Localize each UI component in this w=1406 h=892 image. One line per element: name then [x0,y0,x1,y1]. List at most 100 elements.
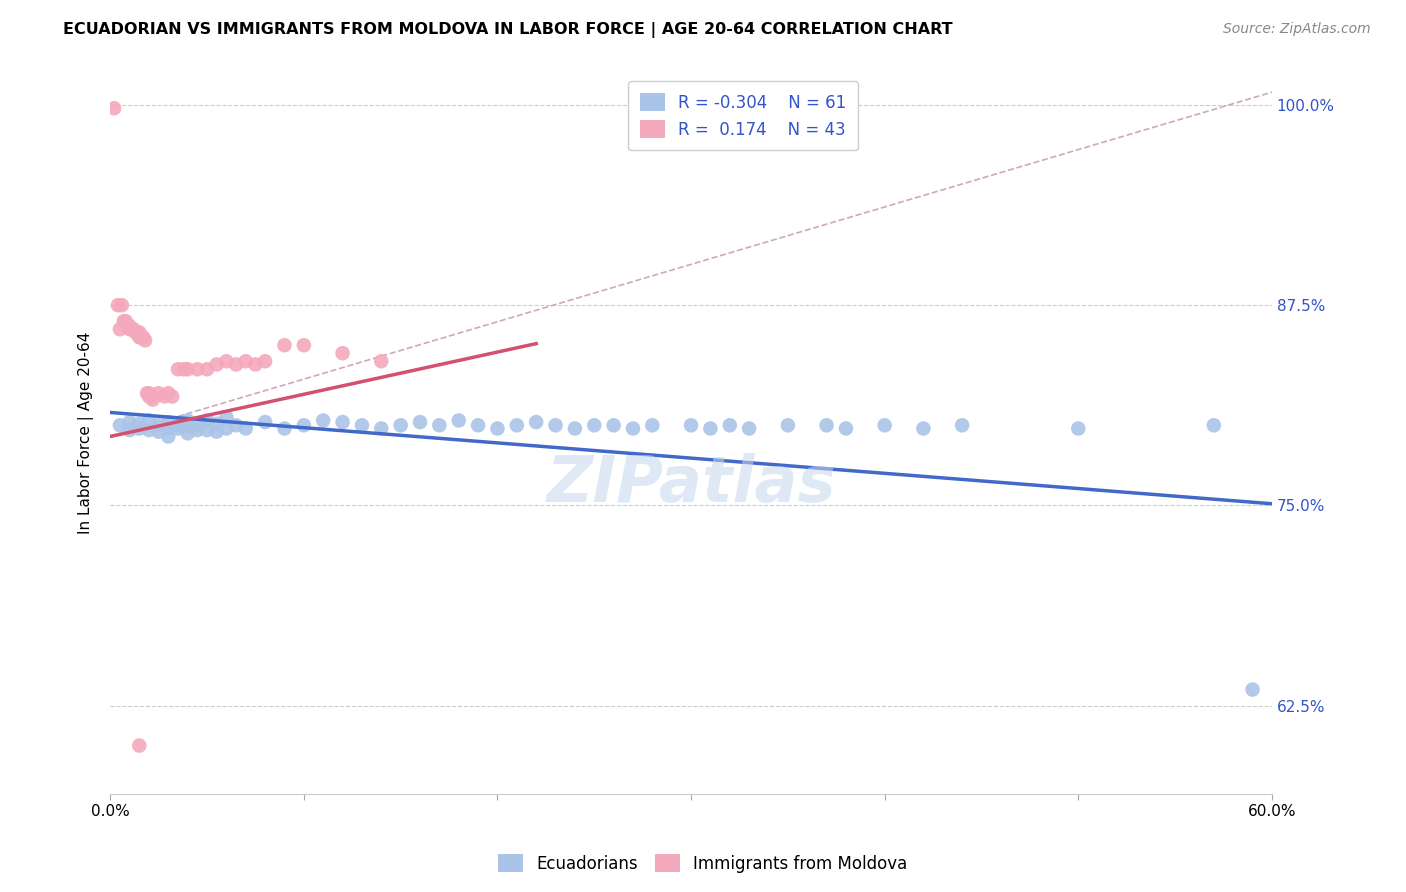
Point [776,418,799,433]
Point [815,418,838,433]
Legend: Ecuadorians, Immigrants from Moldova: Ecuadorians, Immigrants from Moldova [492,847,914,880]
Point [132,330,155,344]
Point [148,418,170,433]
Point [167,362,190,376]
Point [153,389,176,403]
Point [157,386,180,401]
Point [103,101,125,115]
Point [138,386,160,401]
Point [127,326,149,340]
Point [134,334,156,348]
Point [215,410,238,425]
Point [128,326,150,340]
Point [148,386,170,401]
Point [718,418,741,433]
Point [176,420,198,434]
Y-axis label: In Labor Force | Age 20-64: In Labor Force | Age 20-64 [79,332,94,534]
Point [225,418,247,433]
Point [118,423,141,437]
Point [138,413,160,427]
Point [467,418,489,433]
Point [167,421,190,435]
Point [273,421,295,435]
Point [544,418,567,433]
Point [111,298,134,312]
Point [157,429,180,443]
Point [370,354,392,368]
Point [312,413,335,427]
Point [195,423,218,437]
Point [139,389,162,403]
Point [912,421,935,435]
Point [118,318,141,333]
Point [136,386,159,401]
Point [176,426,198,441]
Point [524,415,547,429]
Point [160,389,183,403]
Point [506,418,529,433]
Point [873,418,896,433]
Point [167,418,190,433]
Point [108,418,131,433]
Point [215,354,238,368]
Point [583,418,606,433]
Point [157,421,180,435]
Point [176,413,198,427]
Point [205,425,228,439]
Point [128,330,150,344]
Point [681,418,703,433]
Point [245,358,267,372]
Point [142,392,165,407]
Point [950,418,973,433]
Point [121,322,143,336]
Point [128,739,150,753]
Point [835,421,858,435]
Point [273,338,295,352]
Point [107,298,129,312]
Point [215,421,238,435]
Point [1202,418,1225,433]
Point [205,417,228,431]
Point [157,415,180,429]
Point [389,418,412,433]
Point [409,415,432,429]
Point [486,421,509,435]
Point [564,421,586,435]
Point [235,354,257,368]
Point [176,362,198,376]
Point [173,362,195,376]
Point [112,314,135,328]
Point [195,413,218,427]
Point [138,423,160,437]
Point [128,417,150,431]
Point [641,418,664,433]
Point [370,421,392,435]
Point [602,418,624,433]
Text: Source: ZipAtlas.com: Source: ZipAtlas.com [1223,22,1371,37]
Point [699,421,721,435]
Point [186,362,208,376]
Point [292,338,315,352]
Point [117,318,139,333]
Point [292,418,315,433]
Point [332,415,354,429]
Point [225,358,247,372]
Point [124,326,146,340]
Point [128,421,150,435]
Point [350,418,373,433]
Point [114,314,136,328]
Point [118,322,141,336]
Point [254,415,277,429]
Text: ECUADORIAN VS IMMIGRANTS FROM MOLDOVA IN LABOR FORCE | AGE 20-64 CORRELATION CHA: ECUADORIAN VS IMMIGRANTS FROM MOLDOVA IN… [63,22,953,38]
Text: ZIPatlas: ZIPatlas [547,453,835,515]
Point [138,389,160,403]
Point [1241,682,1264,697]
Point [148,425,170,439]
Point [235,421,257,435]
Legend: R = -0.304    N = 61, R =  0.174    N = 43: R = -0.304 N = 61, R = 0.174 N = 43 [628,81,858,151]
Point [122,322,145,336]
Point [186,418,208,433]
Point [118,415,141,429]
Point [1067,421,1090,435]
Point [129,330,152,344]
